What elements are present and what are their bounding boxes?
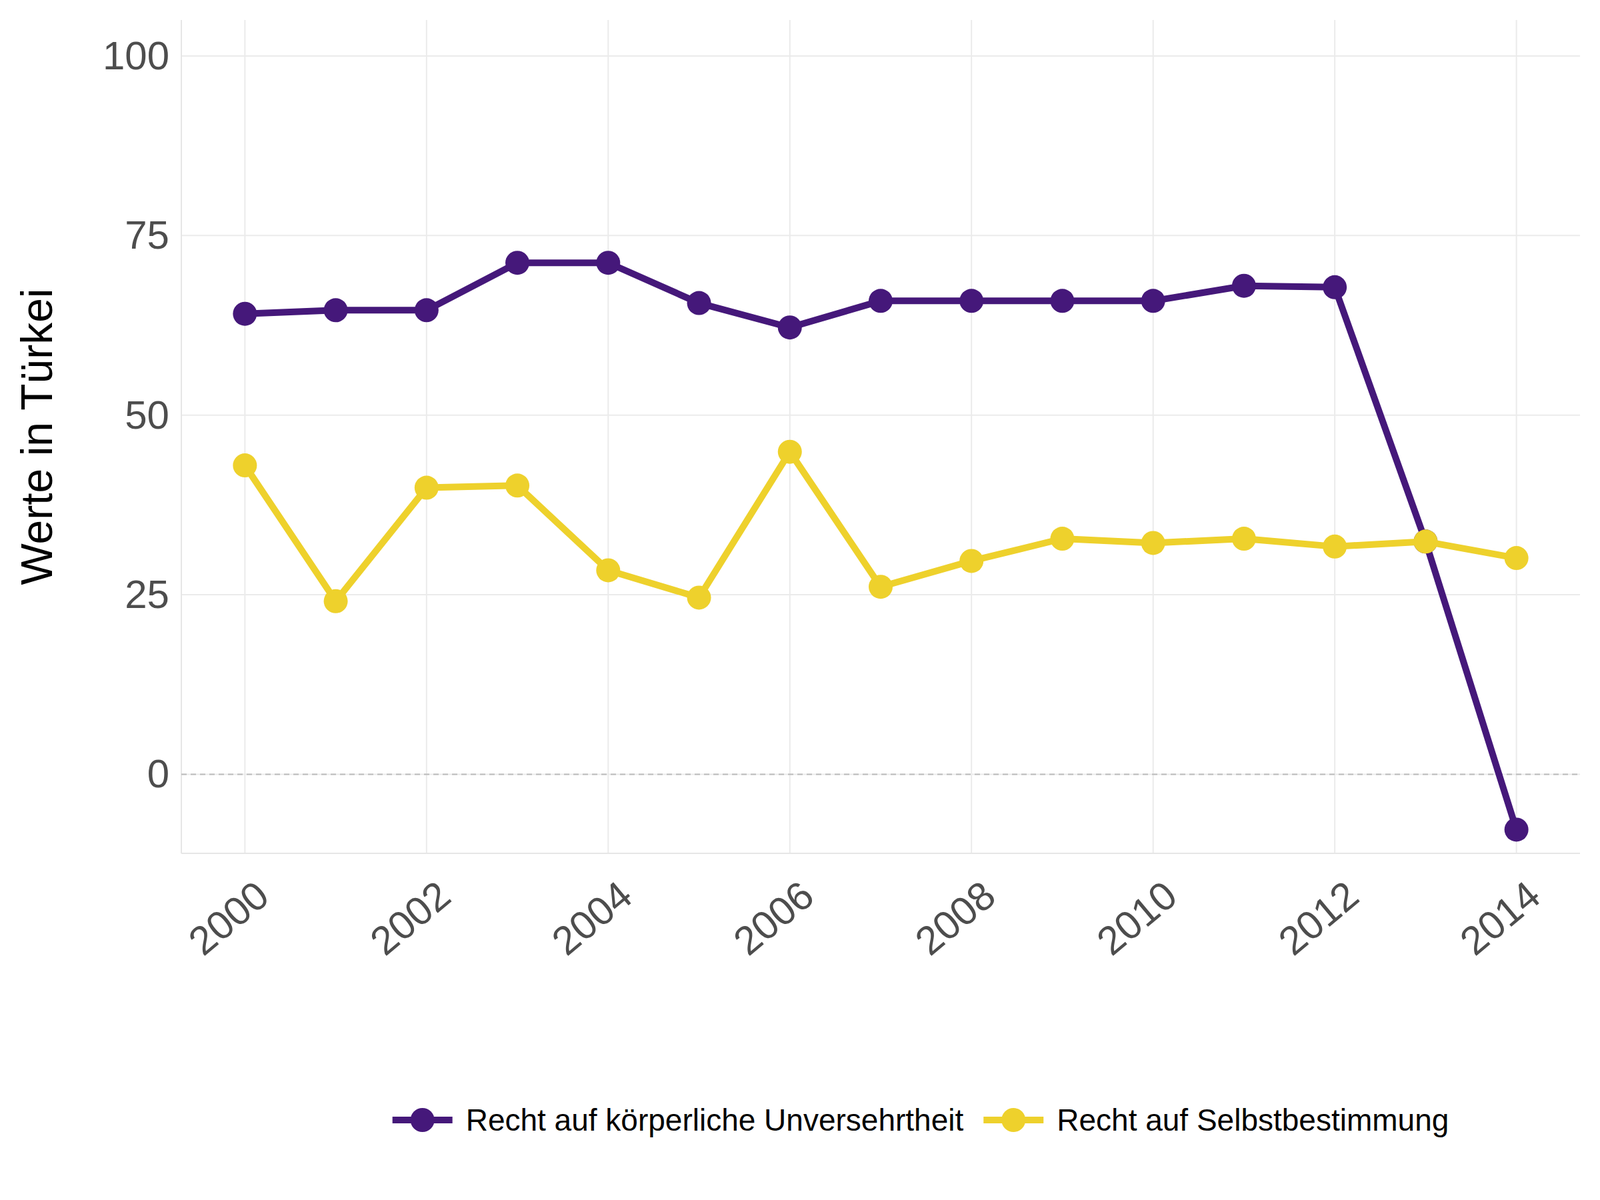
y-grid [181,55,1580,57]
y-axis-label: Werte in Türkei [12,288,62,585]
series-point [1322,534,1347,559]
series-point [1232,526,1256,551]
series-point [324,589,348,614]
series-point [1413,529,1438,554]
series-point [1050,288,1074,313]
x-tick-label: 2002 [362,872,459,964]
series-point [1141,530,1166,555]
x-tick-label: 2000 [180,872,277,964]
y-grid [181,234,1580,236]
x-tick-label: 2012 [1270,872,1367,964]
series-point [1413,529,1438,554]
x-grid [970,20,972,854]
series-point [868,574,893,599]
x-grid [789,20,791,854]
series-point [1322,275,1347,300]
x-grid [1152,20,1154,854]
x-tick-label: 2006 [725,872,822,964]
series-point [232,453,257,478]
x-tick-label: 2008 [906,872,1004,964]
series-point [778,440,802,464]
plot-area [232,250,1528,842]
series-point [868,288,893,313]
legend: Recht auf körperliche Unversehrtheit Rech… [392,1102,1450,1138]
series-point [1050,526,1074,551]
y-tick-label: 50 [124,392,170,438]
y-tick-label: 75 [124,212,170,258]
series-point [414,476,439,500]
series-point [778,315,802,340]
y-grid [181,414,1580,416]
series-point [324,298,348,322]
legend-label: Recht auf körperliche Unversehrtheit [466,1102,964,1138]
x-grid [1516,20,1518,854]
legend-label: Recht auf Selbstbestimmung [1056,1102,1449,1138]
chart: 0 25 50 75 100 2000 2002 2004 2006 2008 2010 2012 20… [0,0,1600,1200]
x-tick-label: 2004 [543,872,640,964]
x-grid [607,20,609,854]
series-point [1232,274,1256,298]
series-line [244,452,1516,602]
series-point [505,250,530,275]
series-point [596,558,620,582]
legend-key-point [410,1108,435,1132]
x-tick-label: 2010 [1088,872,1186,964]
series-line [244,262,1516,830]
y-tick-label: 0 [147,751,170,796]
series-point [687,291,712,316]
x-axis-line [181,852,1580,854]
x-grid [1334,20,1336,854]
series-point [1504,817,1529,842]
series-point [1141,288,1166,313]
series-point [959,288,984,313]
series-point [232,302,257,326]
y-axis-line [180,20,182,854]
series-point [687,585,712,610]
series-point [596,250,620,275]
reference-line [181,773,1580,775]
series-point [1504,546,1529,570]
x-grid [244,20,246,854]
series-point [414,298,439,322]
x-grid [426,20,428,854]
y-tick-label: 100 [102,33,170,78]
series-point [959,548,984,573]
legend-key-point [1001,1108,1026,1132]
y-tick-label: 25 [124,572,170,617]
series-point [505,473,530,498]
x-tick-label: 2014 [1452,872,1549,964]
y-grid [181,773,1580,775]
